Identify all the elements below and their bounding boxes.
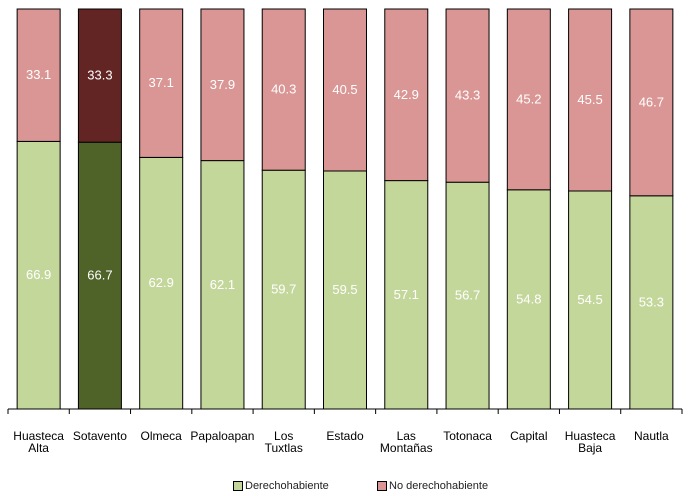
- data-label-derechohabiente-huasteca-baja: 54.5: [577, 292, 602, 307]
- data-label-no-derechohabiente-las-montanas: 42.9: [394, 87, 419, 102]
- data-label-derechohabiente-papaloapan: 62.1: [210, 277, 235, 292]
- legend-entry-no-derechohabiente: No derechohabiente: [377, 480, 488, 492]
- bar-derechohabiente-huasteca-baja: [568, 190, 613, 410]
- data-label-no-derechohabiente-totonaca: 43.3: [455, 88, 480, 103]
- data-label-no-derechohabiente-capital: 45.2: [516, 91, 541, 106]
- data-label-no-derechohabiente-huasteca-baja: 45.5: [577, 92, 602, 107]
- bar-derechohabiente-los-tuxtlas: [261, 169, 306, 410]
- bar-no-derechohabiente-olmeca: [139, 8, 184, 158]
- data-label-derechohabiente-nautla: 53.3: [639, 294, 664, 309]
- bar-no-derechohabiente-papaloapan: [200, 8, 245, 162]
- bar-no-derechohabiente-capital: [506, 8, 551, 191]
- x-tick-label-las-montanas-line-2: Montañas: [380, 441, 433, 455]
- legend: Derechohabiente No derechohabiente: [0, 480, 692, 494]
- x-tick-label-huasteca-alta-line-2: Alta: [28, 441, 49, 455]
- x-tick-label-totonaca: Totonaca: [443, 429, 492, 443]
- bar-no-derechohabiente-huasteca-alta: [16, 8, 61, 142]
- bar-derechohabiente-totonaca: [445, 181, 490, 410]
- x-tick-label-huasteca-alta-line-1: Huasteca: [13, 429, 64, 443]
- x-tick-label-nautla: Nautla: [634, 429, 669, 443]
- legend-label-no-derechohabiente: No derechohabiente: [389, 480, 489, 492]
- bar-no-derechohabiente-nautla: [629, 8, 674, 197]
- bar-no-derechohabiente-las-montanas: [384, 8, 429, 182]
- data-label-no-derechohabiente-huasteca-alta: 33.1: [26, 67, 51, 82]
- bar-no-derechohabiente-los-tuxtlas: [261, 8, 306, 171]
- data-label-derechohabiente-totonaca: 56.7: [455, 288, 480, 303]
- x-tick-label-los-tuxtlas-line-1: Los: [274, 429, 293, 443]
- x-tick-label-olmeca: Olmeca: [141, 429, 183, 443]
- bar-no-derechohabiente-huasteca-baja: [568, 8, 613, 192]
- data-label-derechohabiente-las-montanas: 57.1: [394, 287, 419, 302]
- x-tick-label-huasteca-baja-line-2: Baja: [578, 441, 602, 455]
- data-label-derechohabiente-capital: 54.8: [516, 291, 541, 306]
- bar-no-derechohabiente-totonaca: [445, 8, 490, 183]
- bar-no-derechohabiente-estado: [323, 8, 367, 172]
- data-label-derechohabiente-huasteca-alta: 66.9: [26, 267, 51, 282]
- data-label-derechohabiente-los-tuxtlas: 59.7: [271, 282, 296, 297]
- data-label-no-derechohabiente-nautla: 46.7: [639, 94, 664, 109]
- bar-derechohabiente-nautla: [629, 195, 674, 410]
- data-label-no-derechohabiente-papaloapan: 37.9: [210, 77, 235, 92]
- legend-swatch-derechohabiente: [233, 481, 243, 491]
- legend-label-derechohabiente: Derechohabiente: [245, 480, 329, 492]
- bar-derechohabiente-huasteca-alta: [16, 140, 61, 410]
- data-label-derechohabiente-olmeca: 62.9: [149, 275, 174, 290]
- data-label-no-derechohabiente-olmeca: 37.1: [149, 75, 174, 90]
- x-tick-label-papaloapan: Papaloapan: [190, 429, 254, 443]
- data-label-no-derechohabiente-estado: 40.5: [332, 82, 357, 97]
- bar-no-derechohabiente-sotavento: [77, 8, 122, 143]
- bar-derechohabiente-capital: [506, 189, 551, 410]
- legend-swatch-no-derechohabiente: [377, 481, 387, 491]
- x-tick-label-capital: Capital: [510, 429, 547, 443]
- bar-derechohabiente-papaloapan: [200, 160, 245, 410]
- data-label-derechohabiente-sotavento: 66.7: [87, 268, 112, 283]
- x-tick-label-sotavento: Sotavento: [73, 429, 127, 443]
- data-label-no-derechohabiente-los-tuxtlas: 40.3: [271, 82, 296, 97]
- x-tick-label-estado: Estado: [326, 429, 364, 443]
- x-tick-label-los-tuxtlas-line-2: Tuxtlas: [265, 441, 303, 455]
- bar-derechohabiente-sotavento: [77, 141, 122, 410]
- legend-entry-derechohabiente: Derechohabiente: [233, 480, 329, 492]
- x-tick-label-huasteca-baja-line-1: Huasteca: [565, 429, 616, 443]
- data-label-derechohabiente-estado: 59.5: [332, 282, 357, 297]
- x-tick-label-las-montanas-line-1: Las: [397, 429, 416, 443]
- bar-derechohabiente-las-montanas: [384, 180, 429, 410]
- data-label-no-derechohabiente-sotavento: 33.3: [87, 68, 112, 83]
